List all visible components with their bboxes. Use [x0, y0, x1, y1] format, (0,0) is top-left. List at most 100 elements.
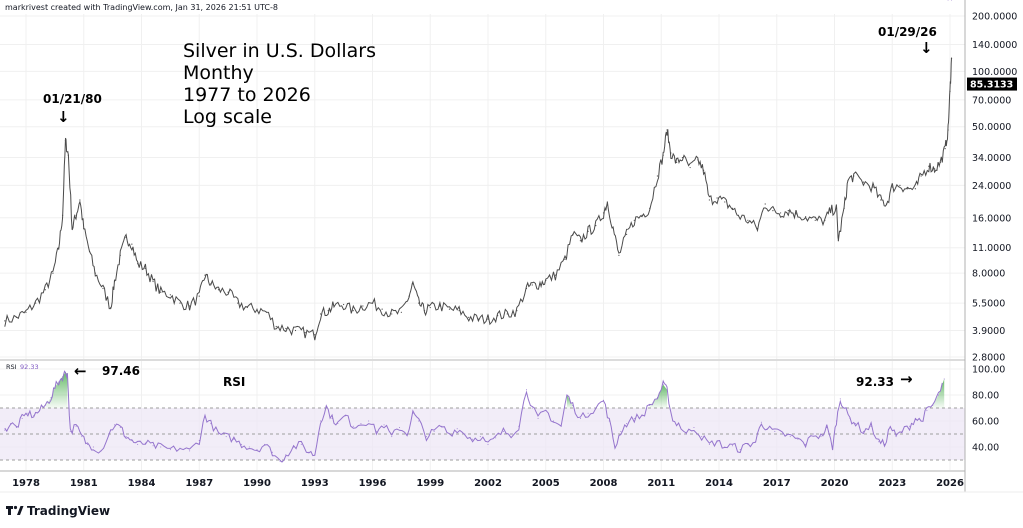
rsi-point [909, 425, 911, 427]
rsi-point [731, 445, 733, 447]
price-point [362, 305, 364, 307]
rsi-point [839, 398, 841, 400]
price-point [256, 308, 258, 310]
chart-title-block: Silver in U.S. Dollars Monthy 1977 to 20… [183, 40, 376, 128]
time-axis[interactable]: 1978 1981 1984 1987 1990 1993 1996 1999 2002 2005… [12, 478, 964, 489]
rsi-tick-label: 40.00 [972, 443, 999, 454]
price-point [872, 186, 874, 188]
price-point [327, 310, 329, 312]
rsi-point [843, 407, 845, 409]
price-point [564, 258, 566, 261]
rsi-point [345, 415, 347, 417]
rsi-point [693, 427, 695, 428]
rsi-legend-title[interactable]: RSI [6, 363, 17, 371]
time-tick-label: 2008 [590, 478, 618, 489]
rsi-axis[interactable]: 100.00 80.00 60.00 40.00 [972, 365, 1005, 454]
price-point [119, 254, 121, 256]
price-point [554, 274, 556, 276]
rsi-point [169, 449, 171, 451]
price-point [319, 313, 322, 315]
price-point [880, 199, 882, 201]
rsi-point [308, 451, 310, 453]
price-point [487, 318, 489, 320]
price-point [275, 325, 277, 328]
price-point [843, 207, 845, 209]
price-point [531, 284, 533, 286]
time-tick-label: 2005 [532, 478, 560, 489]
price-point [626, 233, 628, 235]
rsi-point [279, 460, 281, 462]
arrow-right-icon: → [900, 370, 913, 388]
rsi-point [878, 441, 880, 443]
time-tick-label: 1981 [70, 478, 98, 489]
price-point [885, 203, 888, 205]
price-point [703, 169, 705, 171]
rsi-point [552, 420, 554, 422]
time-tick-label: 1987 [185, 478, 213, 489]
price-point [88, 250, 91, 253]
rsi-point [895, 436, 897, 438]
rsi-point [210, 423, 212, 425]
rsi-point [360, 423, 362, 425]
title-line-1: Silver in U.S. Dollars [183, 40, 376, 62]
rsi-point [716, 441, 718, 443]
rsi-point [160, 446, 162, 448]
rsi-point [510, 433, 512, 435]
rsi-point [352, 425, 354, 427]
rsi-point [33, 415, 35, 417]
rsi-point [58, 381, 60, 383]
price-point [179, 302, 181, 304]
rsi-point [947, 0, 949, 1]
rsi-point [862, 430, 864, 432]
price-point [914, 188, 916, 190]
price-point [352, 310, 354, 312]
rsi-point [271, 451, 273, 453]
rsi-point [325, 406, 327, 408]
rsi-point [204, 415, 206, 417]
rsi-tick-label: 60.00 [972, 417, 999, 428]
price-point [539, 283, 541, 285]
price-point [949, 90, 951, 92]
rsi-point [774, 430, 776, 432]
time-tick-label: 1984 [128, 478, 156, 489]
rsi-point [701, 436, 703, 438]
rsi-point [233, 438, 235, 440]
rsi-point [545, 410, 547, 412]
time-tick-label: 2020 [821, 478, 849, 489]
rsi-point [66, 373, 68, 375]
price-point [747, 219, 749, 221]
rsi-point [666, 389, 668, 391]
price-point [649, 207, 651, 209]
rsi-point [10, 423, 12, 425]
price-point [835, 207, 838, 209]
rsi-point [75, 425, 77, 427]
rsi-point [572, 404, 574, 406]
price-point [545, 279, 547, 282]
time-tick-label: 1978 [12, 478, 40, 489]
price-point [67, 154, 69, 156]
price-point [237, 302, 239, 304]
arrow-left-icon: ← [74, 362, 87, 380]
rsi-point [100, 450, 102, 452]
time-tick-label: 2002 [474, 478, 502, 489]
rsi-point [412, 412, 414, 414]
rsi-point [641, 415, 643, 417]
price-point [137, 263, 139, 265]
rsi-point [119, 427, 121, 428]
price-tick-label: 11.0000 [972, 243, 1011, 254]
price-point [944, 148, 946, 150]
tradingview-logo[interactable]: TradingView [6, 504, 110, 518]
rsi-point [464, 433, 466, 435]
price-point [579, 240, 582, 242]
rsi-point [137, 443, 139, 445]
price-point [343, 303, 345, 306]
time-tick-label: 2014 [705, 478, 733, 489]
rsi-point [587, 412, 589, 414]
peak-1980-date: 01/21/80 [43, 92, 102, 106]
price-point [862, 181, 864, 183]
rsi-point [537, 417, 539, 419]
price-point [52, 272, 54, 274]
rsi-point [314, 454, 316, 456]
price-axis[interactable]: 200.0000 140.0000 100.0000 70.0000 50.0000 34… [972, 12, 1017, 364]
overbought-region [45, 372, 68, 408]
